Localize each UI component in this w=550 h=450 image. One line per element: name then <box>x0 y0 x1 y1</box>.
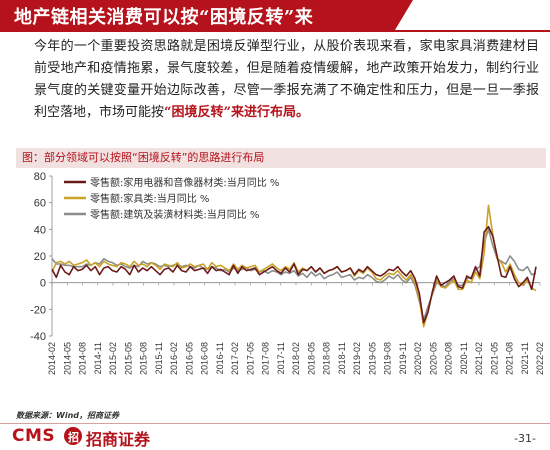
x-tick-label: 2019-02 <box>352 342 362 375</box>
x-tick-label: 2017-08 <box>261 342 271 375</box>
header-bar: 地产链相关消费可以按“困境反转”来 <box>0 0 550 30</box>
series-line-2 <box>51 204 537 328</box>
y-tick-label: 20 <box>34 251 46 263</box>
x-tick-label: 2021-08 <box>505 342 515 375</box>
x-tick-label: 2021-05 <box>489 342 499 375</box>
logo-text-en: CMS <box>12 426 56 446</box>
x-tick-label: 2020-05 <box>428 342 438 375</box>
body-text-highlight: “困境反转”来进行布局。 <box>164 105 309 120</box>
y-axis: -40 -20 0 20 40 60 80 <box>30 171 53 343</box>
x-tick-label: 2018-11 <box>337 342 347 374</box>
x-tick-label: 2016-11 <box>215 342 225 374</box>
x-tick-label: 2017-05 <box>245 342 255 375</box>
x-tick-label: 2014-11 <box>93 342 103 374</box>
series-line-1 <box>51 225 537 324</box>
x-tick-label: 2018-02 <box>291 342 301 375</box>
x-tick-label: 2015-08 <box>139 342 149 375</box>
x-tick-label: 2018-08 <box>322 342 332 375</box>
logo-text-cn: 招商证券 <box>86 430 151 449</box>
header-underline <box>0 30 550 32</box>
x-tick-label: 2019-05 <box>367 342 377 375</box>
x-tick-label: 2017-11 <box>276 342 286 374</box>
y-tick-label: 80 <box>34 171 46 183</box>
x-tick-label: 2022-02 <box>535 342 545 375</box>
x-tick-label: 2020-08 <box>444 342 454 375</box>
legend-label-2: 零售额:家具类:当月同比 % <box>90 192 209 205</box>
x-tick-label: 2014-05 <box>62 342 72 375</box>
x-tick-label: 2021-11 <box>520 342 530 374</box>
legend-label-1: 零售额:家用电器和音像器材类:当月同比 % <box>90 176 279 189</box>
logo-mark: 招 <box>64 427 82 445</box>
x-tick-label: 2021-02 <box>474 342 484 375</box>
x-tick-label: 2015-11 <box>154 342 164 374</box>
y-tick-label: -20 <box>30 304 46 316</box>
x-tick-label: 2015-05 <box>123 342 133 375</box>
x-tick-label: 2016-08 <box>200 342 210 375</box>
x-tick-label: 2020-11 <box>459 342 469 374</box>
header-corner <box>395 0 413 30</box>
page-number: -31- <box>514 432 536 445</box>
x-tick-label: 2020-02 <box>413 342 423 375</box>
x-tick-label: 2014-08 <box>78 342 88 375</box>
data-source: 数据来源：Wind，招商证券 <box>16 411 119 420</box>
footer-divider <box>0 423 550 424</box>
x-axis: 2014-02 2014-05 2014-08 2014-11 2015-02 2015-… <box>47 282 545 375</box>
figure-title: 图：部分领域可以按照“困境反转”的思路进行布局 <box>16 148 546 168</box>
logo-mark-char: 招 <box>68 431 79 444</box>
header-background <box>0 0 395 30</box>
series-lines <box>51 204 537 328</box>
body-paragraph: 今年的一个重要投资思路就是困境反弹型行业，从股价表现来看，家电家具消费建材目前受… <box>34 36 539 124</box>
x-tick-label: 2018-05 <box>306 342 316 375</box>
y-tick-label: 0 <box>40 278 46 290</box>
x-tick-label: 2016-05 <box>184 342 194 375</box>
y-tick-label: 60 <box>34 198 46 210</box>
y-tick-label: -40 <box>30 331 46 343</box>
x-tick-label: 2015-02 <box>108 342 118 375</box>
x-tick-label: 2019-11 <box>398 342 408 374</box>
x-tick-label: 2017-02 <box>230 342 240 375</box>
x-tick-label: 2019-08 <box>383 342 393 375</box>
y-tick-label: 40 <box>34 224 46 236</box>
page-title: 地产链相关消费可以按“困境反转”来 <box>14 7 314 28</box>
x-tick-label: 2014-02 <box>47 342 57 375</box>
body-text-main: 今年的一个重要投资思路就是困境反弹型行业，从股价表现来看，家电家具消费建材目前受… <box>34 39 539 120</box>
chart-legend: 零售额:家用电器和音像器材类:当月同比 % 零售额:家具类:当月同比 % 零售额:建… <box>64 176 279 221</box>
legend-label-3: 零售额:建筑及装潢材料类:当月同比 % <box>90 208 259 221</box>
x-tick-label: 2016-02 <box>169 342 179 375</box>
series-line-3 <box>51 228 537 321</box>
